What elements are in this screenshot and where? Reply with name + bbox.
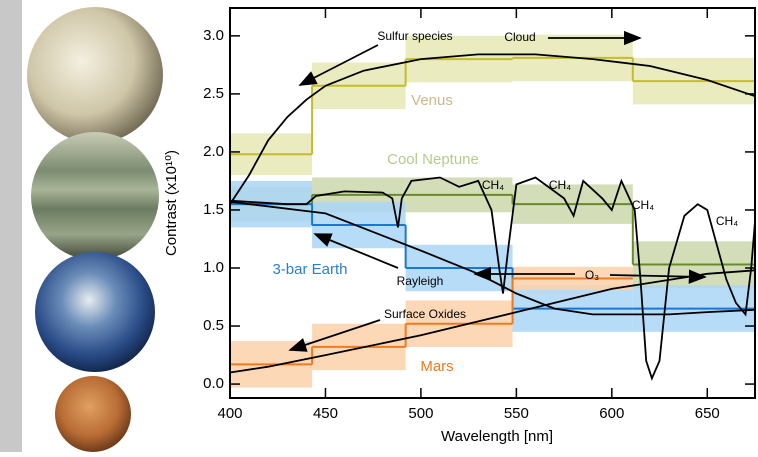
annotation: CH₄ <box>482 178 504 192</box>
earth-image <box>35 252 155 372</box>
plot: 400 450 500 550 600 650 0.0 0.5 1.0 1.5 2.0 2.5 3.0 V… <box>203 8 755 422</box>
series-label: 3-bar Earth <box>272 261 347 278</box>
y-axis-label: Contrast (x10¹⁰) <box>163 150 180 256</box>
neptune-image <box>31 132 159 260</box>
annotation: CH₄ <box>632 198 654 212</box>
x-axis-label: Wavelength [nm] <box>441 428 553 445</box>
y-tick-label: 1.0 <box>203 259 224 276</box>
x-tick-label: 450 <box>313 405 338 422</box>
venus-image <box>27 7 163 143</box>
y-tick-label: 2.0 <box>203 143 224 160</box>
x-tick-label: 400 <box>217 405 242 422</box>
x-tick-label: 500 <box>408 405 433 422</box>
annotation: Rayleigh <box>397 274 444 288</box>
y-tick-label: 0.5 <box>203 317 224 334</box>
annotation: Sulfur species <box>377 29 452 43</box>
y-tick-label: 2.5 <box>203 85 224 102</box>
annotation: Surface Oxides <box>384 307 466 321</box>
series-label: Venus <box>411 92 453 109</box>
annotation: CH₄ <box>549 178 571 192</box>
annotation: Cloud <box>504 30 535 44</box>
y-tick-label: 0.0 <box>203 375 224 392</box>
x-tick-label: 550 <box>504 405 529 422</box>
y-tick-label: 3.0 <box>203 27 224 44</box>
y-tick-label: 1.5 <box>203 201 224 218</box>
side-strip <box>0 0 22 452</box>
annotation: CH₄ <box>716 214 738 228</box>
annotation: O₃ <box>585 268 599 282</box>
x-tick-label: 600 <box>599 405 624 422</box>
x-tick-label: 650 <box>695 405 720 422</box>
figure: 400 450 500 550 600 650 0.0 0.5 1.0 1.5 2.0 2.5 3.0 V… <box>0 0 758 452</box>
mars-image <box>55 376 131 452</box>
series-label: Mars <box>420 358 453 375</box>
series-label: Cool Neptune <box>387 151 479 168</box>
